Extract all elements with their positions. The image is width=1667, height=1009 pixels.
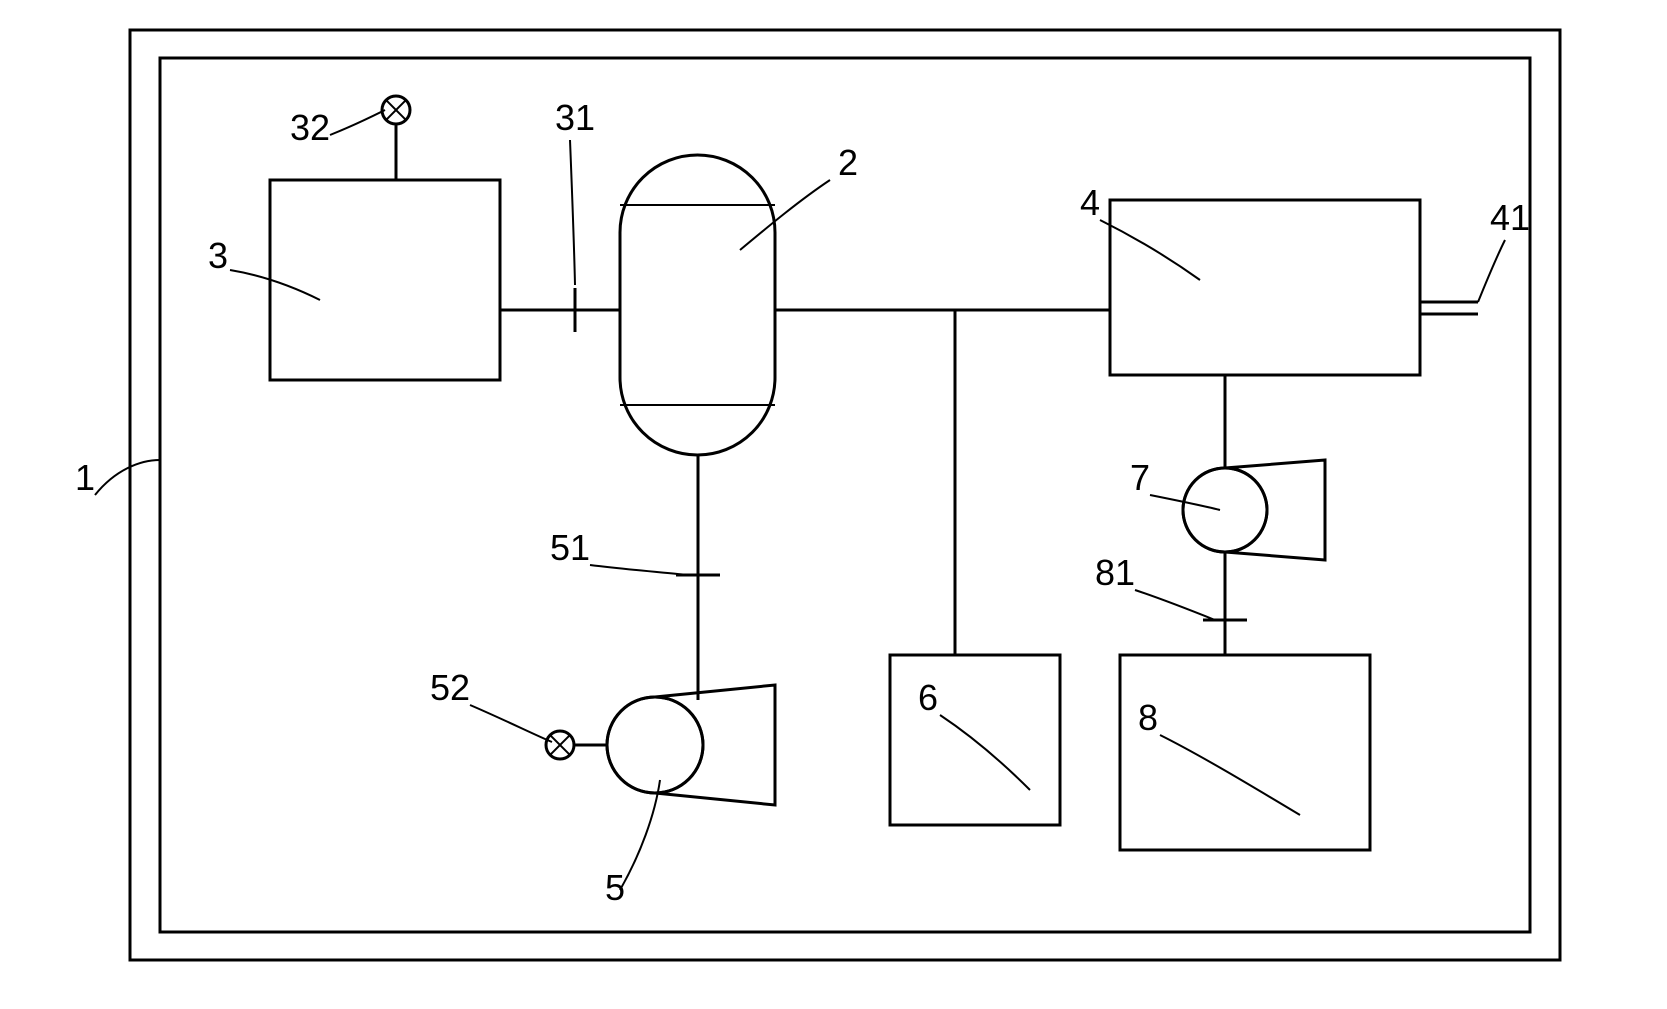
label-5: 5 xyxy=(605,867,625,908)
label-7: 7 xyxy=(1130,457,1150,498)
leader-5 xyxy=(620,780,660,890)
label-32: 32 xyxy=(290,107,330,148)
label-4: 4 xyxy=(1080,182,1100,223)
leader-41 xyxy=(1478,240,1505,302)
component-4 xyxy=(1110,200,1420,375)
label-1: 1 xyxy=(75,457,95,498)
label-2: 2 xyxy=(838,142,858,183)
leader-31 xyxy=(570,140,575,285)
vessel-2-bottom xyxy=(620,378,775,456)
label-51: 51 xyxy=(550,527,590,568)
component-8 xyxy=(1120,655,1370,850)
label-8: 8 xyxy=(1138,697,1158,738)
component-3 xyxy=(270,180,500,380)
leader-52 xyxy=(470,705,552,742)
vessel-2-top xyxy=(620,155,775,233)
leader-1 xyxy=(95,460,160,495)
label-3: 3 xyxy=(208,235,228,276)
leader-32 xyxy=(330,110,385,135)
leader-8 xyxy=(1160,735,1300,815)
leader-3 xyxy=(230,270,320,300)
diagram-canvas: 1 2 3 4 5 6 7 8 31 32 41 51 52 81 xyxy=(0,0,1667,1009)
label-52: 52 xyxy=(430,667,470,708)
leader-2 xyxy=(740,180,830,250)
leader-4 xyxy=(1100,220,1200,280)
label-31: 31 xyxy=(555,97,595,138)
label-81: 81 xyxy=(1095,552,1135,593)
leader-51 xyxy=(590,565,688,575)
leader-6 xyxy=(940,715,1030,790)
label-41: 41 xyxy=(1490,197,1530,238)
leader-81 xyxy=(1135,590,1215,620)
label-6: 6 xyxy=(918,677,938,718)
